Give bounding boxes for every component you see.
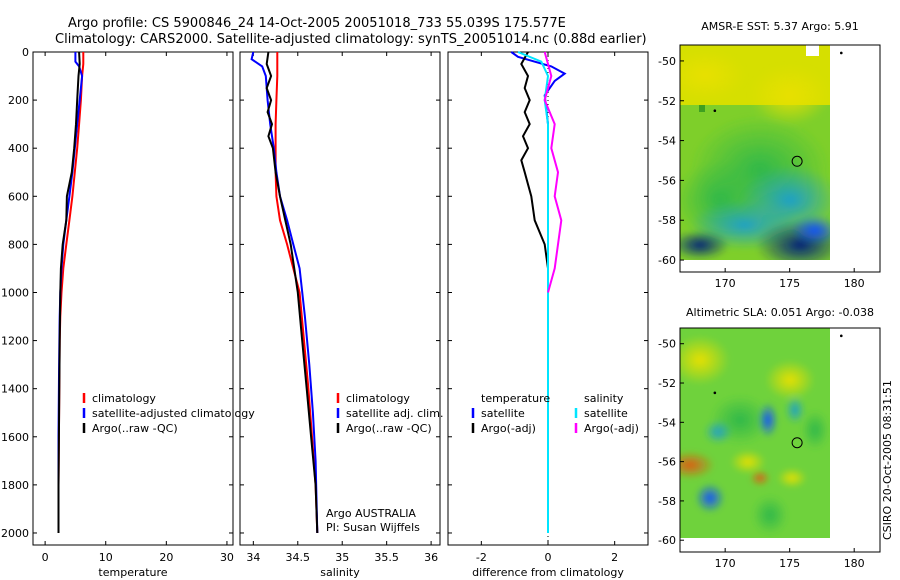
sst-lat-tick-label: -54 bbox=[658, 135, 676, 148]
figure-title-line2: Climatology: CARS2000. Satellite-adjuste… bbox=[55, 32, 647, 47]
diff-legend-temp-argo: Argo(-adj) bbox=[481, 422, 536, 435]
difference-series-temperature-argo-adj- bbox=[520, 51, 549, 293]
depth-tick-label: 1000 bbox=[1, 286, 29, 299]
temperature-axes-frame bbox=[32, 51, 234, 546]
diff-legend-temp-satellite: satellite bbox=[481, 407, 525, 420]
salinity-xtick-label: 34 bbox=[246, 551, 260, 564]
institution-label: Argo AUSTRALIA bbox=[326, 507, 416, 520]
diff-legend-sal-argo: Argo(-adj) bbox=[584, 422, 639, 435]
salinity-xtick-label: 34.5 bbox=[286, 551, 311, 564]
sst-lat-tick-label: -60 bbox=[658, 254, 676, 267]
timestamp-stamp: CSIRO 20-Oct-2005 08:31:51 bbox=[881, 380, 894, 540]
sst-lat-tick-label: -58 bbox=[658, 214, 676, 227]
sal-legend-satellite: satellite adj. clim. bbox=[346, 407, 443, 420]
sla-lon-tick-label: 175 bbox=[779, 557, 800, 570]
depth-tick-label: 1600 bbox=[1, 431, 29, 444]
sla-lat-tick-label: -54 bbox=[658, 416, 676, 429]
difference-xtick-label: -2 bbox=[476, 551, 487, 564]
sla-lon-tick-label: 170 bbox=[715, 557, 736, 570]
sst-map-title: AMSR-E SST: 5.37 Argo: 5.91 bbox=[701, 20, 859, 33]
sla-station-dot bbox=[839, 334, 843, 338]
sla-float-marker bbox=[791, 437, 803, 449]
sla-lat-tick-label: -60 bbox=[658, 534, 676, 547]
temperature-xtick-label: 20 bbox=[159, 551, 173, 564]
sla-station-dot bbox=[713, 391, 717, 395]
figure-title-line1: Argo profile: CS 5900846_24 14-Oct-2005 … bbox=[68, 16, 566, 31]
sst-lat-tick-label: -56 bbox=[658, 174, 676, 187]
depth-tick-label: 2000 bbox=[1, 527, 29, 540]
sst-lon-tick-label: 170 bbox=[715, 277, 736, 290]
difference-xtick-label: 2 bbox=[611, 551, 618, 564]
depth-tick-label: 800 bbox=[8, 238, 29, 251]
temperature-xlabel: temperature bbox=[98, 566, 167, 579]
difference-xtick-label: 0 bbox=[545, 551, 552, 564]
sla-lat-tick-label: -50 bbox=[658, 338, 676, 351]
temp-legend-satellite: satellite-adjusted climatology bbox=[92, 407, 255, 420]
salinity-axes-frame bbox=[239, 51, 441, 546]
diff-legend-sal-satellite: satellite bbox=[584, 407, 628, 420]
diff-legend-temperature-header: temperature bbox=[481, 392, 550, 405]
sst-lon-tick-label: 175 bbox=[779, 277, 800, 290]
sst-lat-tick-label: -50 bbox=[658, 55, 676, 68]
temp-legend-argo: Argo(..raw -QC) bbox=[92, 422, 178, 435]
salinity-series-climatology bbox=[274, 52, 319, 534]
difference-series-temperature-satellite bbox=[510, 51, 567, 533]
depth-tick-label: 600 bbox=[8, 190, 29, 203]
sla-lat-tick-label: -58 bbox=[658, 495, 676, 508]
depth-tick-label: 1400 bbox=[1, 383, 29, 396]
difference-series-salinity-satellite bbox=[517, 51, 550, 533]
salinity-xtick-label: 35.5 bbox=[374, 551, 399, 564]
sla-map-frame bbox=[679, 327, 881, 553]
sla-map-image bbox=[680, 328, 830, 538]
sst-station-dot bbox=[839, 51, 843, 55]
sst-lon-tick-label: 180 bbox=[844, 277, 865, 290]
sla-lat-tick-label: -52 bbox=[658, 377, 676, 390]
salinity-xtick-label: 36 bbox=[424, 551, 438, 564]
sst-map-image bbox=[680, 45, 830, 260]
temperature-series-argo-raw-qc- bbox=[57, 51, 81, 533]
salinity-series-satellite-adj-clim- bbox=[250, 51, 319, 534]
depth-tick-label: 1800 bbox=[1, 479, 29, 492]
sst-station-dot bbox=[713, 109, 717, 113]
sal-legend-argo: Argo(..raw -QC) bbox=[346, 422, 432, 435]
depth-tick-label: 0 bbox=[22, 46, 29, 59]
difference-series-salinity-argo-adj- bbox=[543, 51, 563, 293]
sla-map-title: Altimetric SLA: 0.051 Argo: -0.038 bbox=[686, 306, 874, 319]
sst-float-marker bbox=[791, 155, 803, 167]
depth-tick-label: 400 bbox=[8, 142, 29, 155]
temperature-xtick-label: 0 bbox=[42, 551, 49, 564]
sst-lat-tick-label: -52 bbox=[658, 95, 676, 108]
temperature-xtick-label: 10 bbox=[99, 551, 113, 564]
difference-xlabel: difference from climatology bbox=[472, 566, 624, 579]
temperature-series-climatology bbox=[57, 52, 85, 533]
temperature-xtick-label: 30 bbox=[220, 551, 234, 564]
salinity-xtick-label: 35 bbox=[335, 551, 349, 564]
depth-tick-label: 1200 bbox=[1, 335, 29, 348]
pi-label: PI: Susan Wijffels bbox=[326, 521, 420, 534]
diff-legend-salinity-header: salinity bbox=[584, 392, 624, 405]
sal-legend-climatology: climatology bbox=[346, 392, 410, 405]
salinity-series-argo-raw-qc- bbox=[265, 51, 319, 534]
depth-tick-label: 200 bbox=[8, 94, 29, 107]
salinity-xlabel: salinity bbox=[320, 566, 360, 579]
sst-map-frame bbox=[679, 44, 881, 273]
temp-legend-climatology: climatology bbox=[92, 392, 156, 405]
sla-lon-tick-label: 180 bbox=[844, 557, 865, 570]
sla-lat-tick-label: -56 bbox=[658, 456, 676, 469]
